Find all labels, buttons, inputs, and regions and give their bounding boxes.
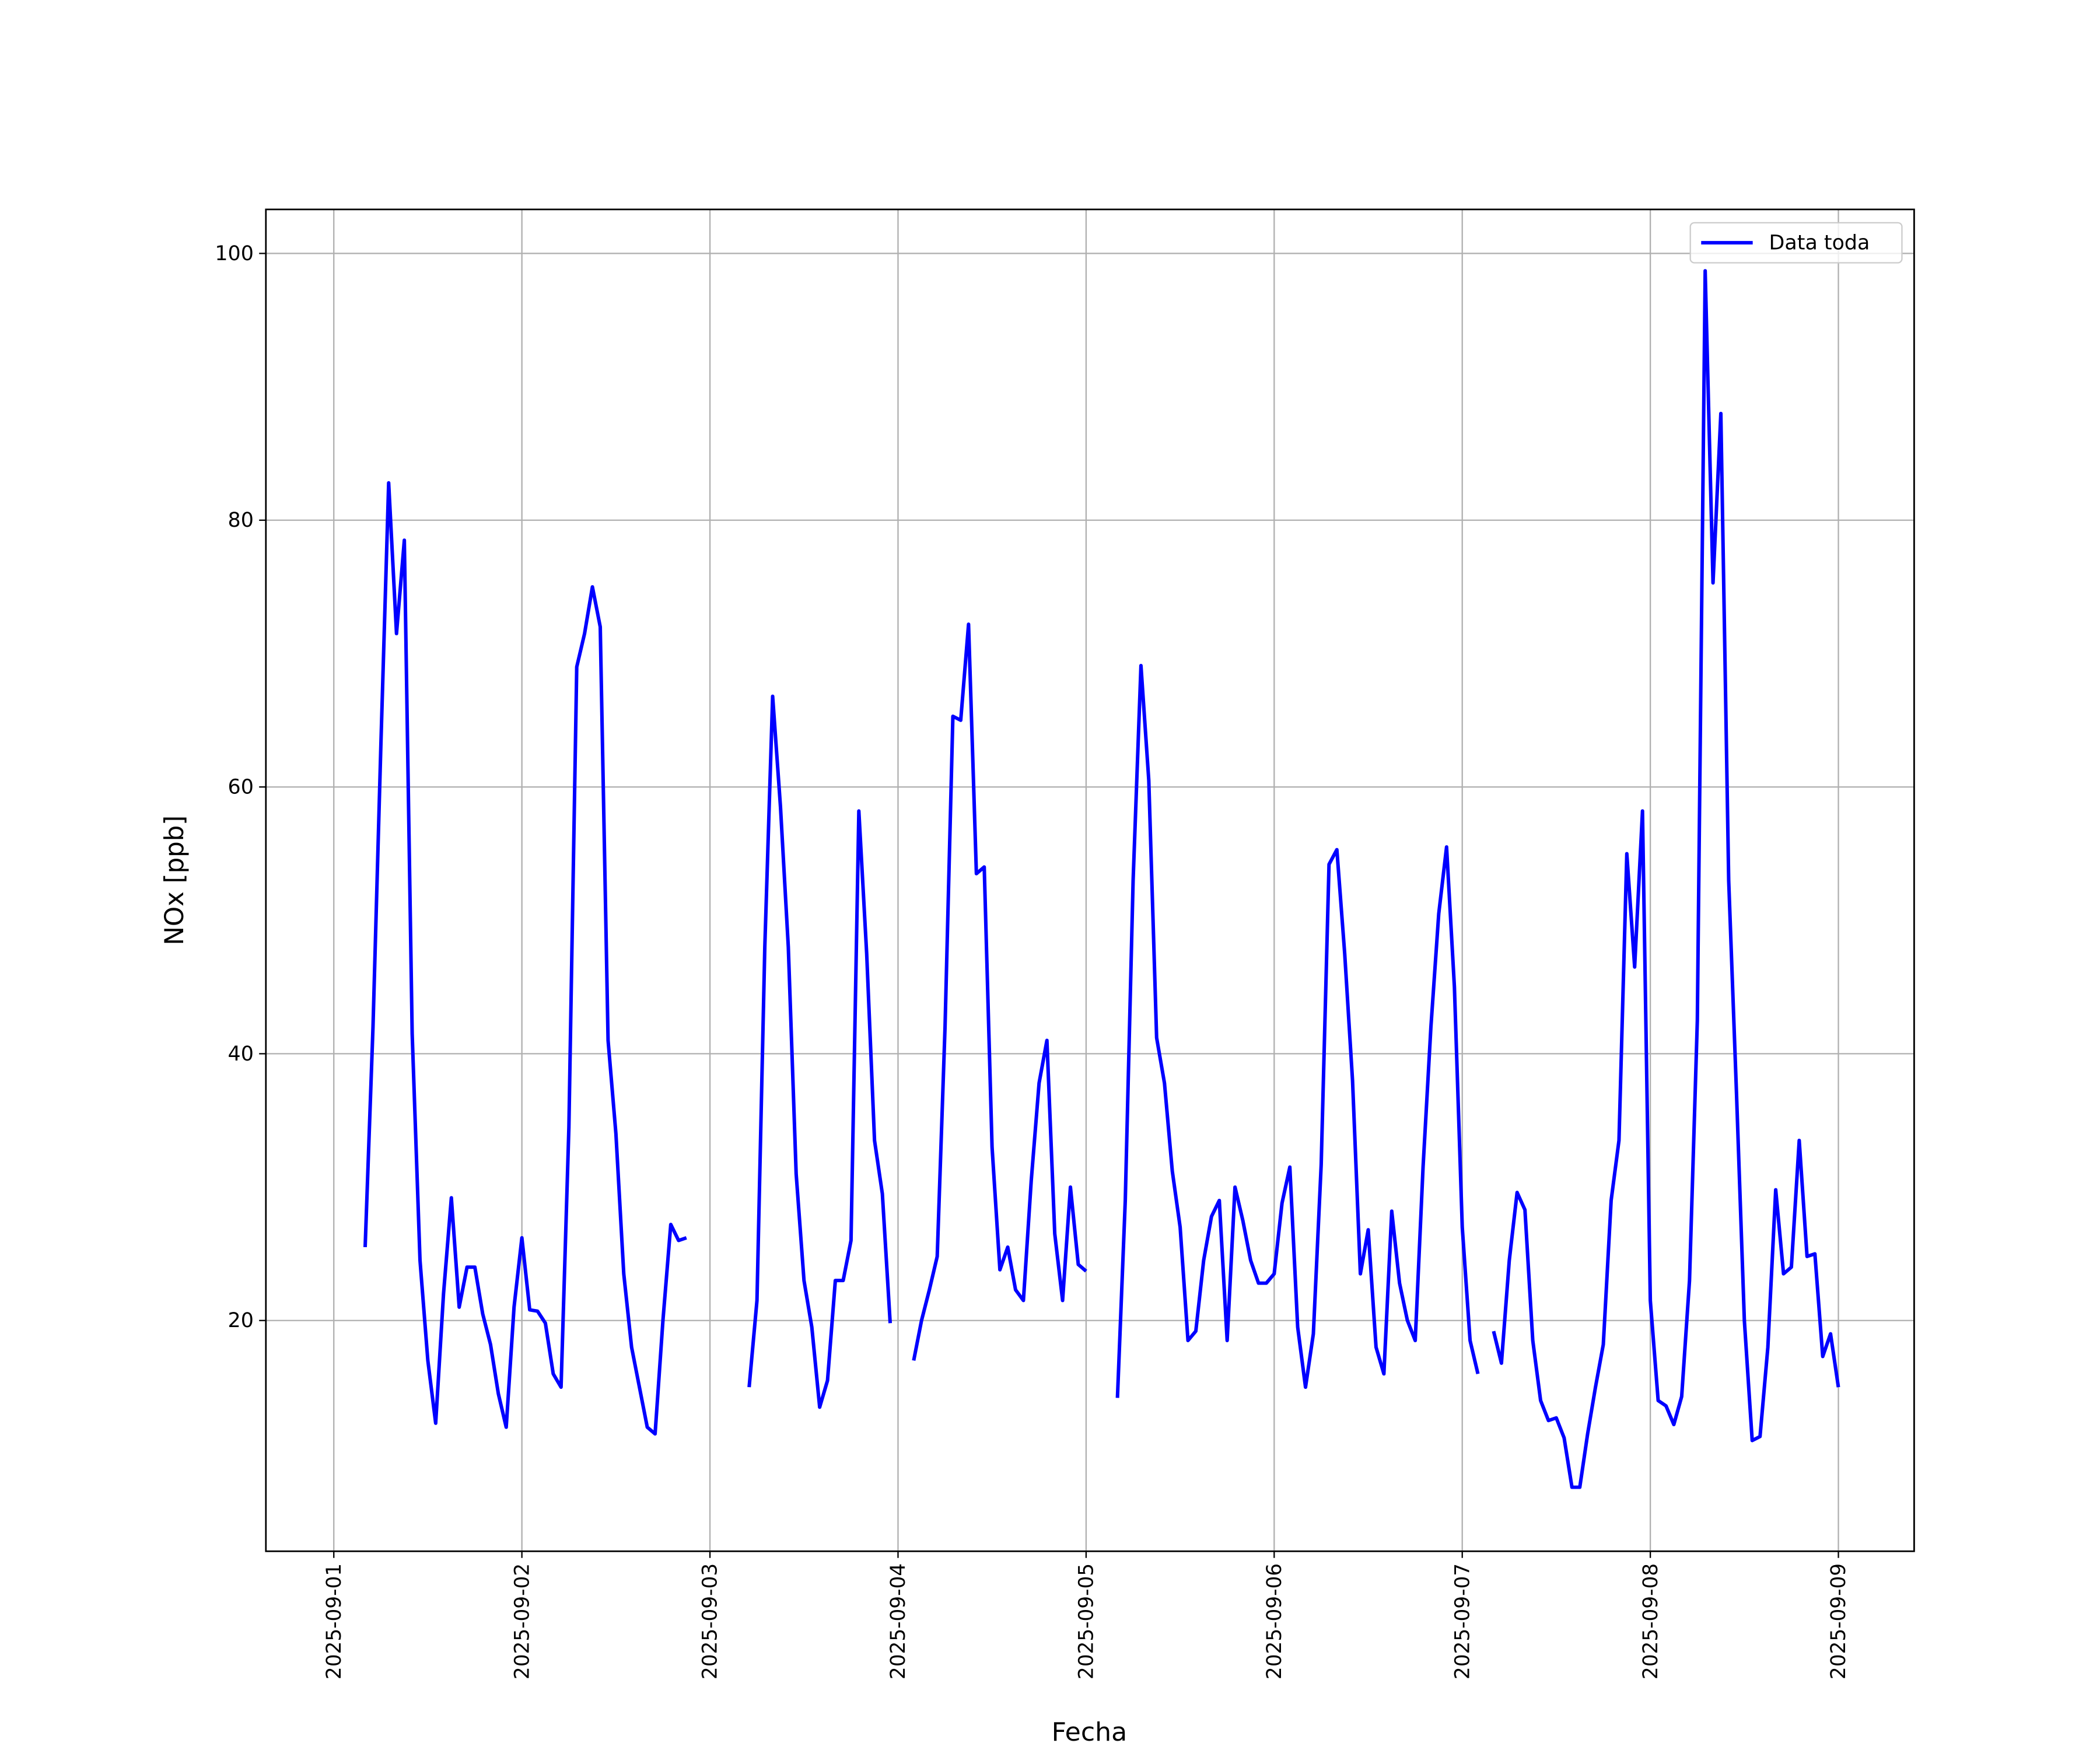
x-tick-label: 2025-09-06 bbox=[1263, 1563, 1286, 1679]
grid bbox=[265, 209, 1915, 1552]
x-tick-label: 2025-09-07 bbox=[1451, 1563, 1474, 1679]
y-tick-label: 60 bbox=[228, 776, 254, 799]
x-axis-label: Fecha bbox=[1052, 1717, 1128, 1747]
y-axis-label: NOx [ppb] bbox=[160, 816, 190, 946]
data-line bbox=[363, 269, 1840, 1489]
y-tick-label: 20 bbox=[228, 1309, 254, 1332]
ticks: 20 40 60 80 100 2025-09-01 2025-09-02 2025-09-0… bbox=[215, 242, 1850, 1679]
axes-frame bbox=[265, 208, 1915, 1552]
x-tick-label: 2025-09-03 bbox=[698, 1563, 722, 1679]
plot-area bbox=[363, 269, 1840, 1489]
x-tick-label: 2025-09-01 bbox=[323, 1563, 346, 1679]
x-tick-label: 2025-09-02 bbox=[510, 1563, 534, 1679]
x-tick-label: 2025-09-04 bbox=[887, 1563, 910, 1679]
x-tick-label: 2025-09-09 bbox=[1827, 1563, 1850, 1679]
y-tick-label: 40 bbox=[228, 1042, 254, 1066]
x-tick-label: 2025-09-08 bbox=[1639, 1563, 1662, 1679]
y-tick-label: 80 bbox=[228, 509, 254, 532]
legend-box bbox=[1689, 222, 1903, 264]
legend-label: Data toda bbox=[1769, 232, 1870, 255]
y-tick-label: 100 bbox=[215, 242, 254, 265]
x-tick-label: 2025-09-05 bbox=[1074, 1563, 1098, 1679]
legend: Data toda bbox=[1689, 222, 1903, 264]
